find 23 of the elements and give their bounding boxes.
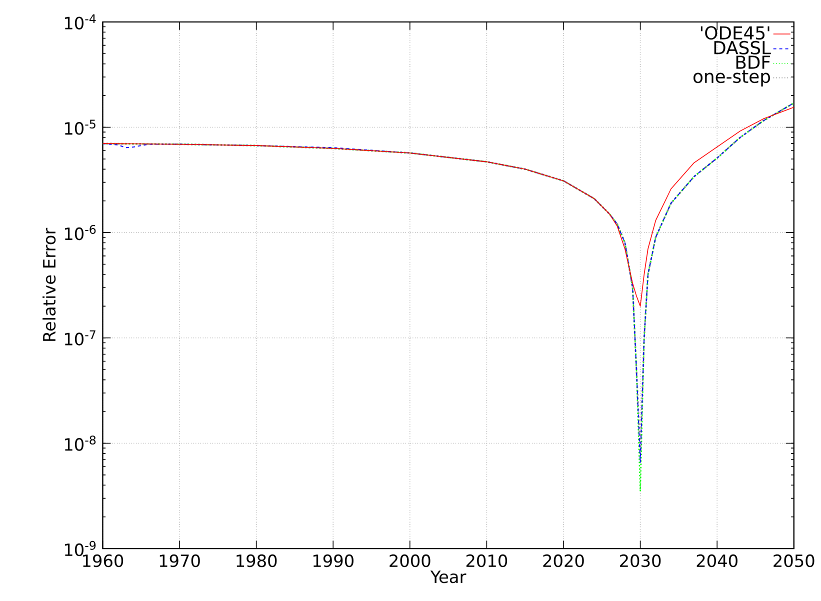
x-tick-label: 2020 bbox=[543, 554, 584, 567]
x-tick-label: 2010 bbox=[466, 554, 508, 567]
legend-label: one-step bbox=[694, 70, 770, 86]
x-tick-label: 2000 bbox=[390, 554, 430, 567]
y-tick-label: 10$^{-7}$ bbox=[64, 330, 96, 346]
x-tick-label: 2040 bbox=[696, 554, 738, 567]
y-tick-label: 10$^{-5}$ bbox=[64, 120, 96, 135]
legend-label: BDF bbox=[736, 56, 770, 69]
x-tick-label: 1980 bbox=[236, 554, 277, 567]
line-series bbox=[102, 106, 794, 306]
y-tick-label: 10$^{-6}$ bbox=[64, 224, 96, 240]
legend-label: DASSL bbox=[714, 40, 771, 54]
y-tick-label: 10$^{-4}$ bbox=[64, 14, 96, 30]
x-tick-label: 1970 bbox=[160, 554, 200, 567]
x-tick-label: 2050 bbox=[774, 554, 814, 567]
legend-label: 'ODE45' bbox=[700, 26, 770, 40]
y-tick-label: 10$^{-8}$ bbox=[64, 435, 96, 451]
x-tick-label: 1990 bbox=[313, 554, 354, 567]
x-tick-label: 1960 bbox=[83, 554, 124, 567]
x-tick-label: 2030 bbox=[620, 554, 661, 567]
y-tick-label: 10$^{-9}$ bbox=[64, 540, 96, 556]
x-axis-title: Year bbox=[430, 570, 466, 583]
y-axis-title: Relative Error bbox=[42, 228, 56, 341]
